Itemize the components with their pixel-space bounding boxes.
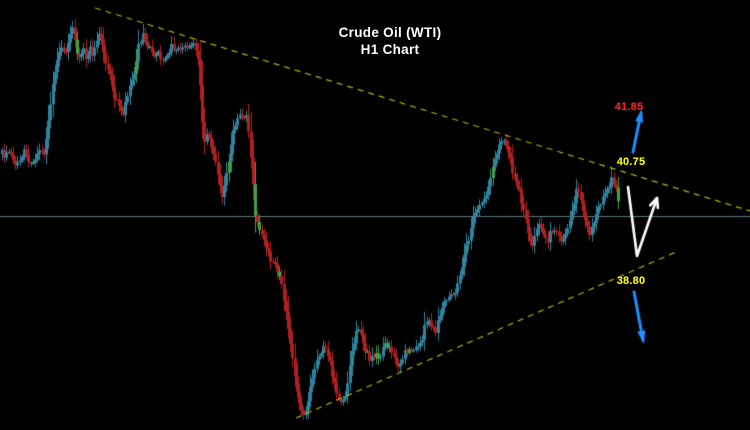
chart-title-symbol: Crude Oil (WTI) [338,25,442,40]
price-label-resistance: 40.75 [616,156,646,168]
price-label-support: 38.80 [616,275,646,287]
price-label-target-up: 41.85 [614,101,644,113]
chart-title-timeframe: H1 Chart [360,42,420,57]
chart-title: Crude Oil (WTI) H1 Chart [339,24,442,58]
